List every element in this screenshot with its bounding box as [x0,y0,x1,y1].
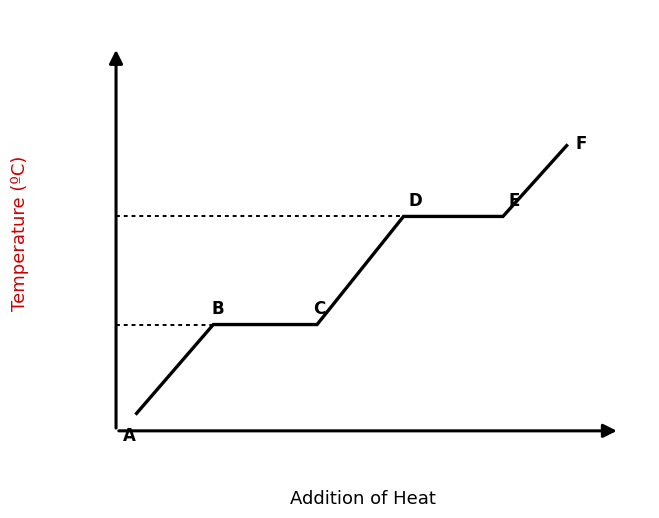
Text: Temperature (ºC): Temperature (ºC) [11,155,29,311]
Text: E: E [508,192,519,210]
Text: A: A [123,427,135,445]
Text: Addition of Heat: Addition of Heat [289,490,436,508]
Text: C: C [313,300,325,318]
Text: F: F [575,135,587,153]
Text: B: B [211,300,224,318]
Text: D: D [409,192,422,210]
